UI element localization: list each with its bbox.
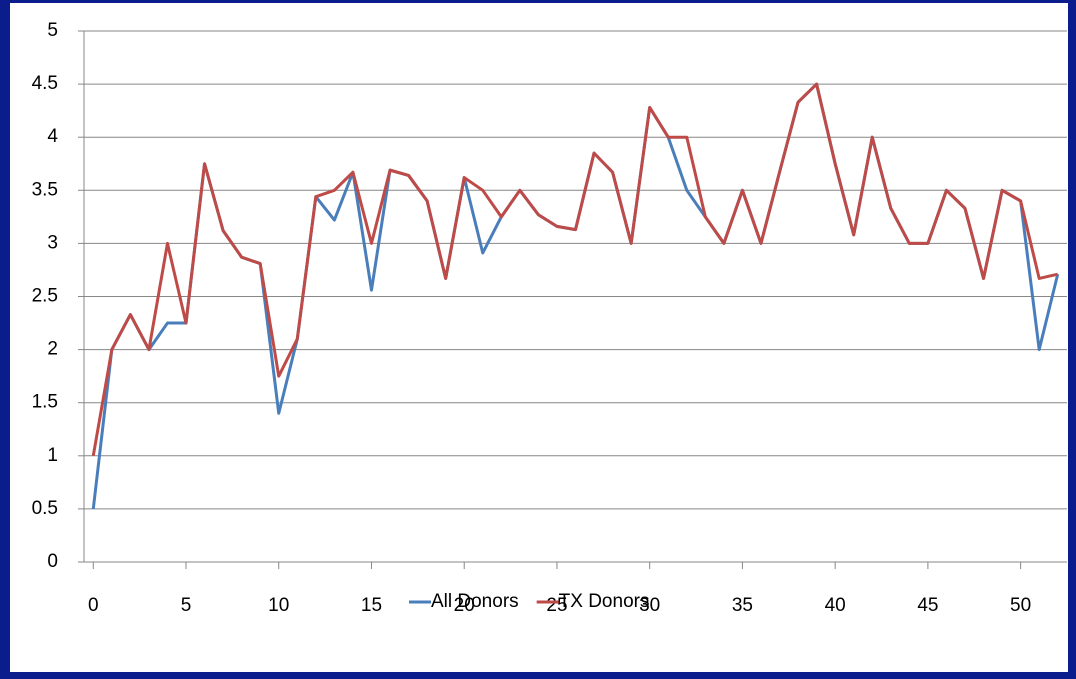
y-tick-label: 2 xyxy=(47,339,58,360)
x-tick-label: 15 xyxy=(361,595,382,616)
x-tick-label: 0 xyxy=(88,595,99,616)
y-tick-label: 4.5 xyxy=(32,73,58,94)
y-tick-label: 3.5 xyxy=(32,179,58,200)
y-tick-label: 1.5 xyxy=(32,392,58,413)
x-tick-label: 5 xyxy=(181,595,192,616)
legend-label: TX Donors xyxy=(559,591,650,612)
chart-panel xyxy=(10,3,1068,672)
y-tick-label: 1 xyxy=(47,445,58,466)
y-tick-label: 3 xyxy=(47,232,58,253)
series-line xyxy=(91,82,1059,457)
x-tick-label: 40 xyxy=(825,595,846,616)
x-tick-label: 25 xyxy=(546,595,567,616)
x-tick-label: 45 xyxy=(917,595,938,616)
y-tick-label: 5 xyxy=(47,20,58,41)
x-tick-label: 35 xyxy=(732,595,753,616)
x-tick-label: 30 xyxy=(639,595,660,616)
x-tick-label: 20 xyxy=(454,595,475,616)
legend-label: All Donors xyxy=(431,591,519,612)
y-tick-label: 4 xyxy=(47,126,58,147)
y-tick-label: 0 xyxy=(47,551,58,572)
x-tick-label: 50 xyxy=(1010,595,1031,616)
x-tick-label: 10 xyxy=(268,595,289,616)
y-tick-label: 2.5 xyxy=(32,286,58,307)
y-tick-label: 0.5 xyxy=(32,498,58,519)
